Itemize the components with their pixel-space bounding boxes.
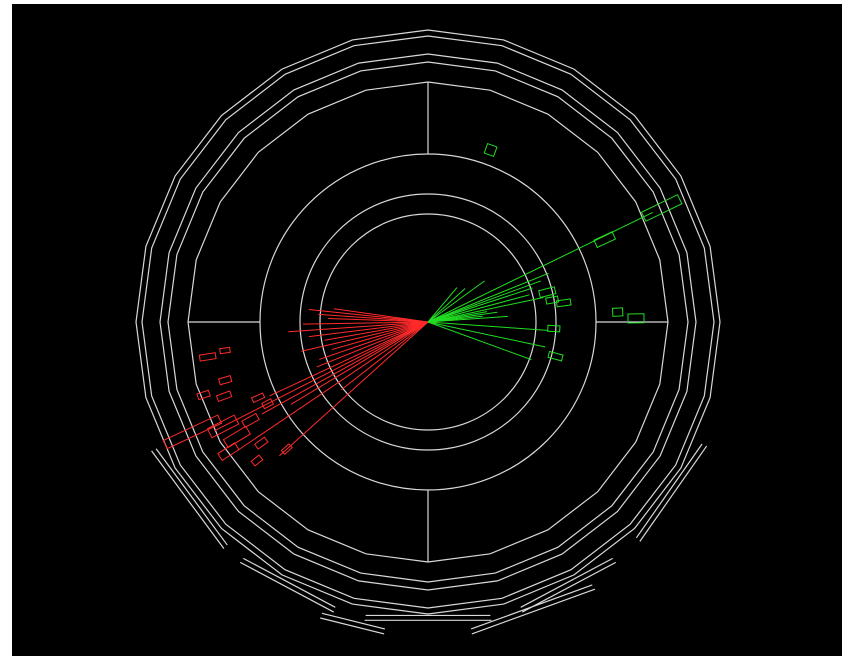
outer-segment-edge-2 (239, 561, 335, 613)
jet-left-red (162, 308, 429, 467)
outer-segment-edge-5 (639, 445, 708, 542)
green-track-15 (427, 288, 466, 323)
outer-segment-edge-7 (471, 588, 596, 635)
green-track-5 (427, 294, 530, 323)
outer-segment-edge-4 (521, 561, 617, 613)
red-tower-1 (250, 392, 266, 404)
red-track-11 (319, 321, 429, 360)
red-tower-8 (215, 390, 233, 403)
green-tower-7 (547, 350, 564, 362)
outer-segment-1 (155, 448, 228, 546)
red-tower-2 (261, 398, 275, 410)
red-tower-5 (222, 425, 252, 449)
green-track-14 (427, 280, 485, 323)
outer-segment-5 (635, 443, 703, 539)
event-display (12, 4, 842, 656)
red-tower-3 (162, 414, 223, 450)
red-track-4 (328, 318, 429, 323)
red-track-10 (331, 321, 429, 351)
muon-ring-inner (141, 35, 715, 609)
green-track-13 (427, 321, 532, 361)
red-track-3 (318, 313, 429, 323)
red-track-9 (301, 321, 429, 352)
red-track-17 (237, 321, 429, 452)
green-tower-8 (627, 313, 645, 324)
outer-segment-2 (243, 557, 336, 608)
green-track-1 (427, 211, 653, 323)
red-track-8 (324, 321, 429, 341)
tracker-ring-2 (299, 193, 557, 451)
green-tower-10 (483, 142, 498, 158)
green-tower-9 (611, 307, 624, 317)
green-track-16 (427, 287, 458, 323)
green-track-3 (427, 280, 541, 323)
red-track-12 (316, 321, 429, 368)
red-track-1 (333, 308, 429, 323)
red-track-5 (303, 321, 429, 325)
green-track-12 (427, 321, 546, 348)
green-tower-3 (538, 286, 557, 299)
red-track-18 (341, 321, 429, 391)
red-tower-11 (219, 346, 231, 355)
green-tower-5 (555, 298, 572, 308)
red-tower-14 (250, 454, 264, 467)
green-track-6 (427, 296, 544, 323)
green-tower-6 (547, 324, 561, 333)
red-track-14 (213, 321, 429, 432)
green-tower-1 (640, 194, 683, 222)
red-tower-9 (217, 375, 233, 386)
detector-outline (135, 29, 721, 635)
green-track-4 (427, 287, 533, 323)
red-track-19 (279, 321, 429, 457)
red-track-13 (269, 321, 429, 397)
event-display-canvas (135, 29, 721, 635)
outer-segment-edge-1 (151, 450, 225, 550)
muon-ring-outer (135, 29, 721, 615)
green-track-10 (427, 315, 508, 323)
calorimeter-mid-ring-1 (167, 61, 689, 583)
red-track-15 (261, 321, 429, 415)
outer-segment-4 (520, 557, 613, 608)
calorimeter-mid-ring-2 (159, 53, 697, 591)
outer-segment-edge-6 (320, 617, 385, 635)
red-tower-6 (217, 442, 240, 462)
red-tower-10 (198, 352, 217, 362)
red-track-7 (308, 321, 429, 338)
red-track-2 (308, 308, 429, 323)
jet-right-green (427, 142, 683, 362)
green-track-2 (427, 272, 549, 323)
red-track-6 (288, 321, 429, 333)
red-tower-4 (206, 414, 240, 439)
outer-segment-7 (470, 584, 593, 630)
red-tower-15 (280, 443, 293, 456)
green-tower-4 (545, 295, 560, 305)
red-track-16 (290, 321, 429, 405)
red-tower-13 (253, 436, 269, 450)
green-tower-2 (593, 231, 617, 249)
tracker-ring-1 (319, 213, 537, 431)
outer-segment-6 (321, 612, 386, 630)
red-tower-12 (196, 389, 211, 401)
red-tower-7 (241, 412, 260, 429)
green-track-11 (427, 321, 548, 331)
